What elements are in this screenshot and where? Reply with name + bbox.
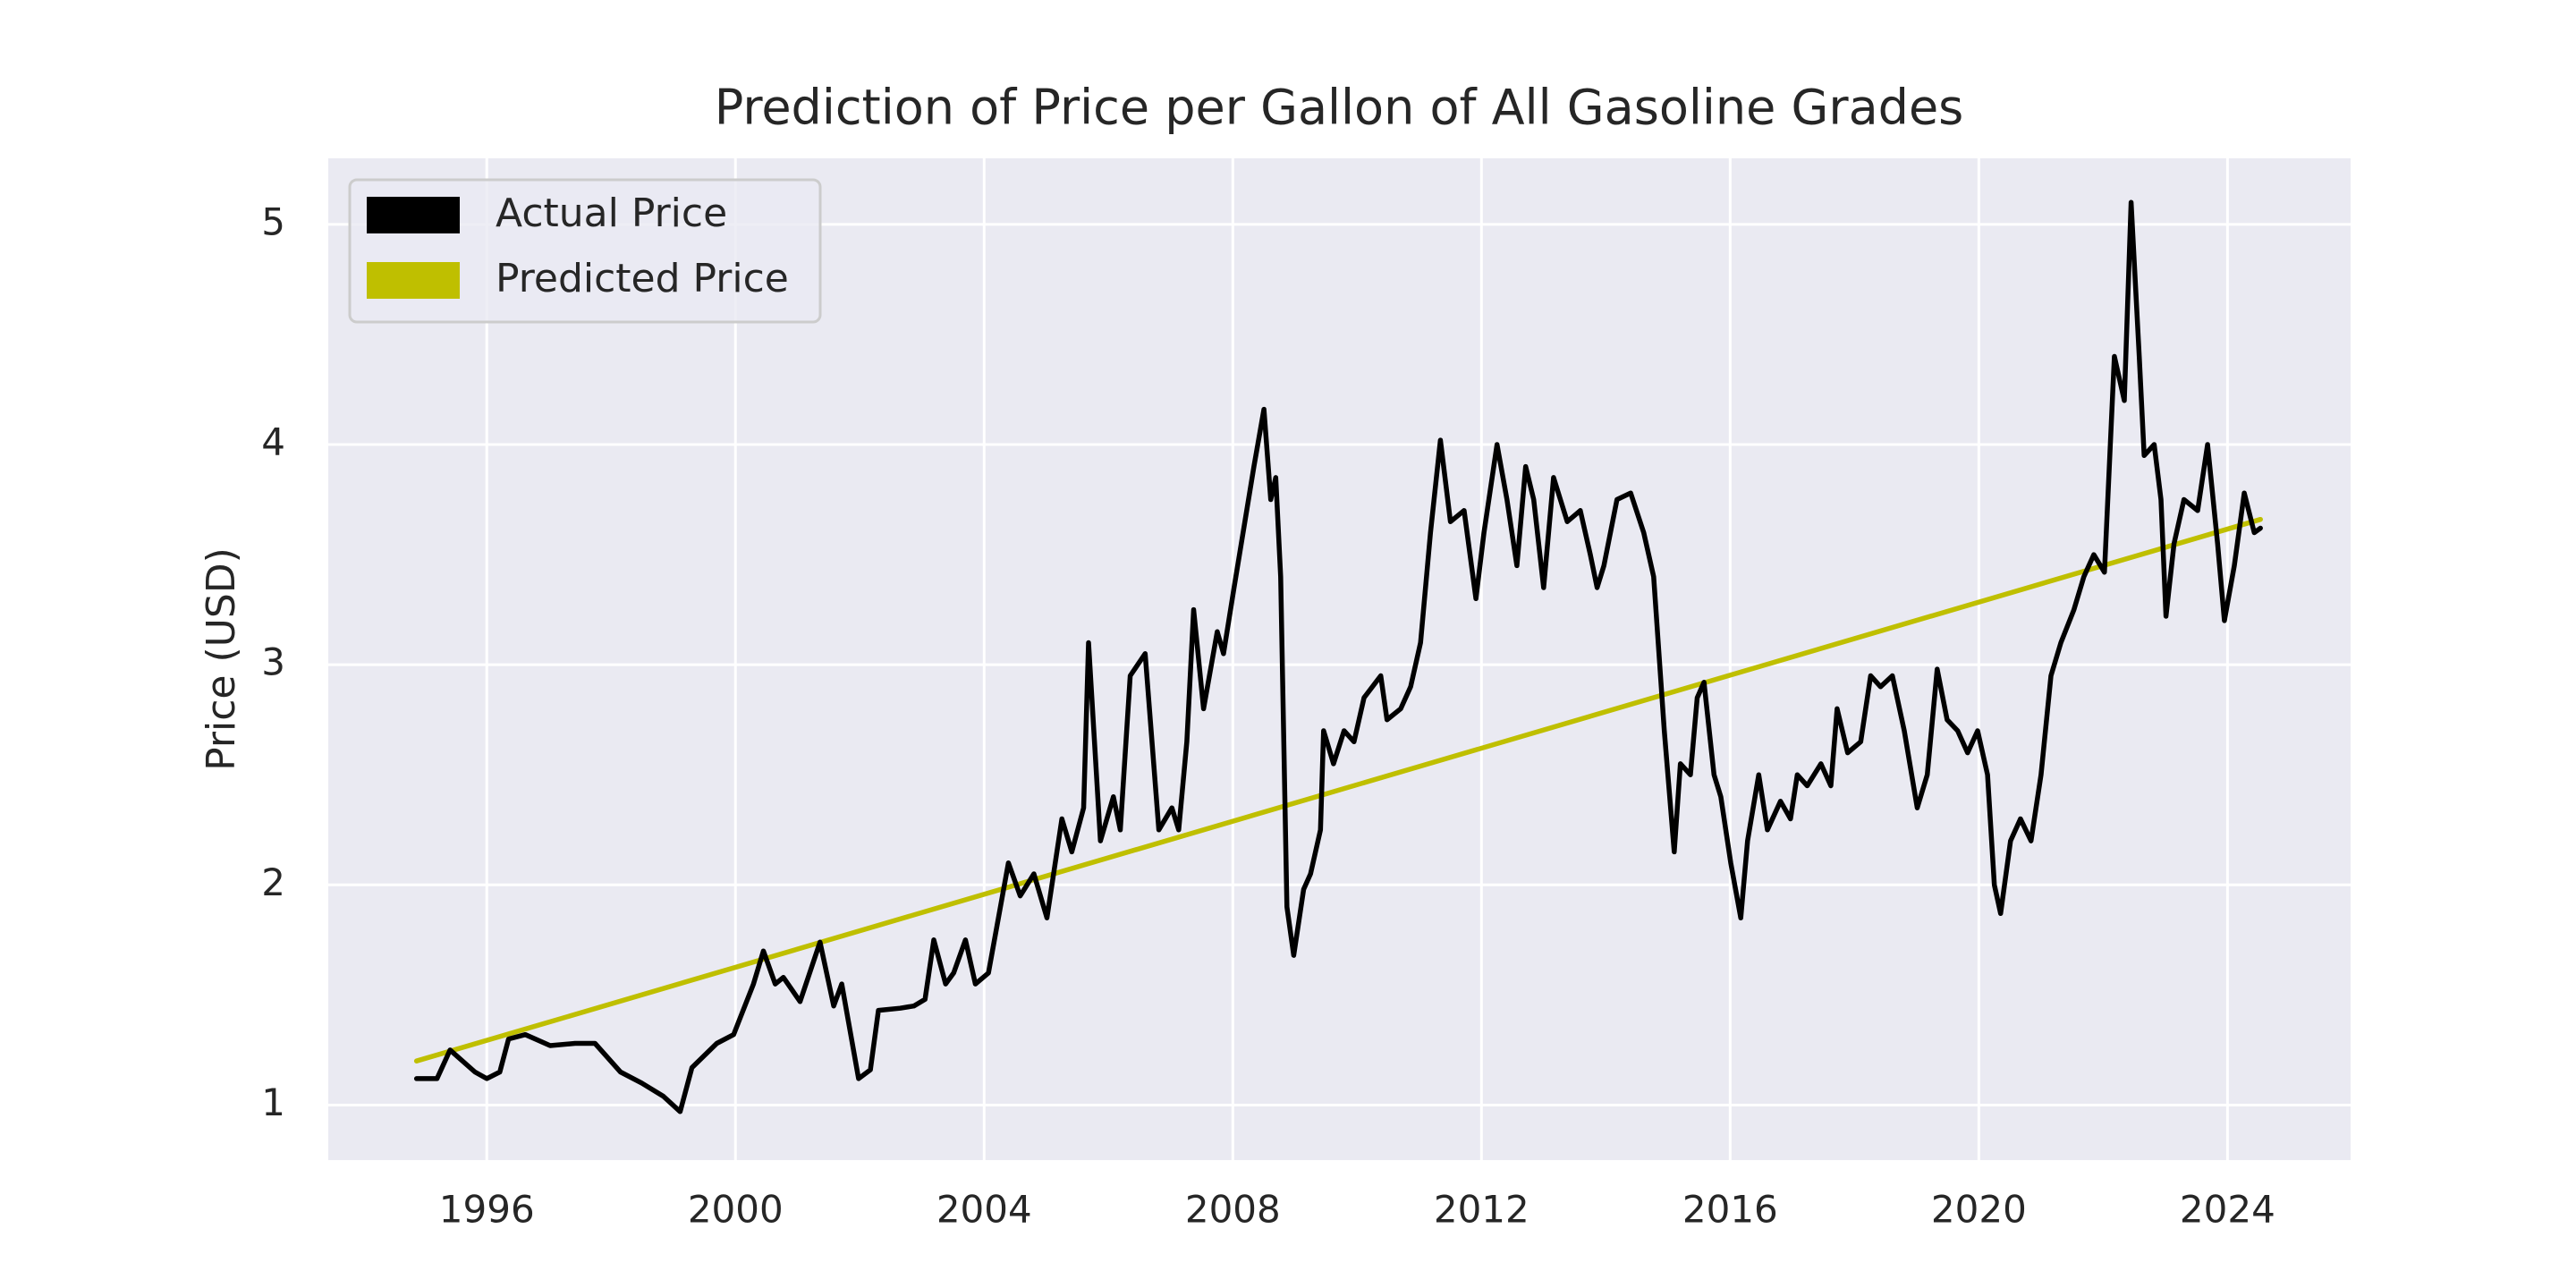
chart-title: Prediction of Price per Gallon of All Ga… — [715, 80, 1964, 136]
x-tick-label: 2000 — [688, 1188, 784, 1232]
y-tick-label: 1 — [261, 1080, 285, 1124]
x-tick-label: 2012 — [1434, 1188, 1530, 1232]
data-line — [413, 199, 2263, 1114]
x-tick-label: 2016 — [1682, 1188, 1778, 1232]
legend: Actual Price Predicted Price — [348, 178, 822, 324]
legend-box — [348, 178, 822, 324]
x-tick-label: 2020 — [1931, 1188, 2027, 1232]
legend-swatch — [367, 262, 460, 299]
x-tick-label: 2004 — [936, 1188, 1032, 1232]
x-tick-label: 2024 — [2180, 1188, 2275, 1232]
legend-label: Predicted Price — [496, 256, 789, 301]
y-axis-label: Price (USD) — [199, 547, 244, 771]
legend-label: Actual Price — [496, 191, 727, 236]
y-tick-label: 4 — [261, 420, 285, 464]
legend-swatch — [367, 197, 460, 233]
x-tick-label: 1996 — [439, 1188, 535, 1232]
data-line — [413, 516, 2263, 1063]
y-tick-label: 2 — [261, 860, 285, 904]
y-tick-label: 3 — [261, 640, 285, 684]
x-tick-label: 2008 — [1185, 1188, 1281, 1232]
y-tick-label: 5 — [261, 199, 285, 243]
plot-background — [328, 158, 2351, 1160]
